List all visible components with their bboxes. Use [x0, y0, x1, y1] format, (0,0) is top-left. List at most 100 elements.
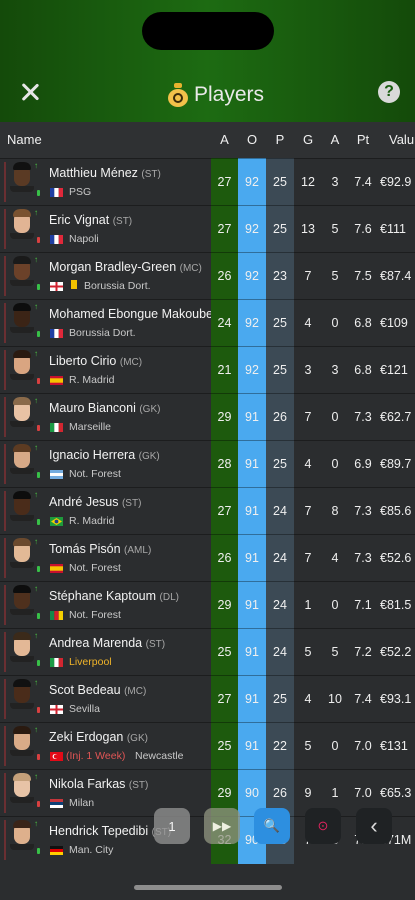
- trend-up-icon: ↑: [34, 678, 38, 687]
- scout-target-button[interactable]: ⊙: [305, 808, 341, 844]
- player-position: (MC): [124, 686, 147, 697]
- trend-up-icon: ↑: [34, 255, 38, 264]
- search-button[interactable]: 🔍: [254, 808, 290, 844]
- player-row[interactable]: ↑ André Jesus (ST) R. Madrid 27 91 24 7 8 7.3 €85…: [0, 487, 415, 534]
- player-potential: 22: [273, 739, 287, 753]
- player-position: (ST): [121, 498, 142, 509]
- player-row[interactable]: ↑ Tomás Pisón (AML) Not. Forest 26 91 24 7 4 7.3…: [0, 534, 415, 581]
- table-header: Name A O P G A Pt Valu: [0, 122, 415, 158]
- player-rating: 7.2: [354, 645, 372, 659]
- injury-status: (Inj. 1 Week): [66, 750, 126, 762]
- player-name-group: Liberto Cirio (MC): [49, 354, 211, 368]
- header-goals[interactable]: G: [302, 132, 314, 147]
- age-column-bg: [211, 158, 238, 864]
- player-row[interactable]: ↑ Eric Vignat (ST) Napoli 27 92 25 13 5 7.6 €111: [0, 205, 415, 252]
- player-name-group: Morgan Bradley-Green (MC): [49, 260, 211, 274]
- row-indicator: [4, 162, 6, 202]
- player-overall: 91: [245, 504, 259, 518]
- player-assists: 3: [331, 175, 339, 189]
- fitness-icon: [37, 566, 40, 572]
- fitness-icon: [37, 472, 40, 478]
- player-row[interactable]: ↑ Matthieu Ménez (ST) PSG 27 92 25 12 3 7.4 €92.9: [0, 158, 415, 205]
- player-club: Milan: [69, 797, 95, 809]
- player-avatar: [10, 256, 34, 286]
- player-position: (GK): [138, 451, 160, 462]
- player-club: Marseille: [69, 421, 112, 433]
- player-club: Not. Forest: [69, 468, 121, 480]
- player-club: Newcastle: [135, 750, 184, 762]
- fitness-icon: [37, 613, 40, 619]
- player-rating: 6.8: [354, 316, 372, 330]
- fast-forward-button[interactable]: ▶▶: [204, 808, 240, 844]
- player-row[interactable]: ↑ Stéphane Kaptoum (DL) Not. Forest 29 91 24 1…: [0, 581, 415, 628]
- player-position: (ST): [112, 216, 133, 227]
- player-value: €109: [380, 316, 408, 330]
- player-goals: 4: [304, 692, 312, 706]
- trend-up-icon: ↑: [34, 631, 38, 640]
- header-rating[interactable]: Pt: [356, 132, 370, 147]
- player-avatar: [10, 444, 34, 474]
- player-avatar: [10, 773, 34, 803]
- player-row[interactable]: ↑ Ignacio Herrera (GK) Not. Forest 28 91 25 4 0…: [0, 440, 415, 487]
- player-potential: 25: [273, 316, 287, 330]
- player-potential: 25: [273, 175, 287, 189]
- header-overall[interactable]: O: [246, 132, 258, 147]
- player-name: Mauro Bianconi: [49, 401, 136, 415]
- header-age[interactable]: A: [220, 132, 229, 147]
- player-name-group: Andrea Marenda (ST): [49, 636, 211, 650]
- row-indicator: [4, 773, 6, 813]
- close-icon[interactable]: [18, 80, 42, 104]
- player-name: Scot Bedeau: [49, 683, 121, 697]
- header-potential[interactable]: P: [275, 132, 285, 147]
- player-avatar: [10, 726, 34, 756]
- player-position: (MC): [119, 357, 143, 368]
- player-name: Zeki Erdogan: [49, 730, 124, 744]
- header-assists[interactable]: A: [330, 132, 340, 147]
- row-indicator: [4, 585, 6, 625]
- player-row[interactable]: ↑ Zeki Erdogan (GK) (Inj. 1 Week) Newcastle…: [0, 722, 415, 769]
- player-age: 28: [217, 457, 232, 471]
- player-rating: 7.3: [354, 504, 372, 518]
- fitness-icon: [37, 190, 40, 196]
- player-name-group: Stéphane Kaptoum (DL): [49, 589, 211, 603]
- argentina-flag-icon: [50, 470, 63, 479]
- player-overall: 91: [245, 551, 259, 565]
- player-club: PSG: [69, 186, 92, 198]
- player-club: R. Madrid: [69, 374, 115, 386]
- header-name[interactable]: Name: [7, 132, 42, 147]
- player-row[interactable]: ↑ Liberto Cirio (MC) R. Madrid 21 92 25 3 3 6.8 €…: [0, 346, 415, 393]
- fitness-icon: [37, 237, 40, 243]
- trend-up-icon: ↑: [34, 302, 38, 311]
- player-club: Not. Forest: [69, 609, 121, 621]
- help-button[interactable]: ?: [378, 81, 400, 103]
- player-assists: 1: [331, 786, 339, 800]
- player-row[interactable]: ↑ Morgan Bradley-Green (MC) Borussia Dort.…: [0, 252, 415, 299]
- italy-flag-icon: [50, 658, 63, 667]
- trend-up-icon: ↑: [34, 819, 38, 828]
- back-button[interactable]: ‹: [356, 808, 392, 844]
- player-potential: 25: [273, 363, 287, 377]
- player-avatar: [10, 679, 34, 709]
- player-value: €89.7: [380, 457, 412, 471]
- player-rating: 6.9: [354, 457, 372, 471]
- player-value: €111: [380, 222, 406, 236]
- header-value[interactable]: Valu: [389, 132, 415, 147]
- player-row[interactable]: ↑ Mohamed Ebongue Makoube Borussia Dort. 2…: [0, 299, 415, 346]
- player-row[interactable]: ↑ Andrea Marenda (ST) Liverpool 25 91 24 5 5 7.2…: [0, 628, 415, 675]
- player-row[interactable]: ↑ Scot Bedeau (MC) Sevilla 27 91 25 4 10 7.4 €93.…: [0, 675, 415, 722]
- row-indicator: [4, 397, 6, 437]
- player-row[interactable]: ↑ Mauro Bianconi (GK) Marseille 29 91 26 7 0 7.3…: [0, 393, 415, 440]
- fitness-icon: [37, 801, 40, 807]
- page-one-button[interactable]: 1: [154, 808, 190, 844]
- trend-up-icon: ↑: [34, 490, 38, 499]
- player-goals: 5: [304, 739, 312, 753]
- player-assists: 5: [331, 269, 339, 283]
- player-name-group: Zeki Erdogan (GK): [49, 730, 211, 744]
- cameroon-flag-icon: [50, 611, 63, 620]
- player-potential: 24: [273, 598, 287, 612]
- player-avatar: [10, 209, 34, 239]
- fitness-icon: [37, 425, 40, 431]
- player-rating: 7.3: [354, 551, 372, 565]
- trend-up-icon: ↑: [34, 725, 38, 734]
- player-row[interactable]: ↑ Nikola Farkas (ST) Milan 29 90 26 9 1 7.0 €65.3: [0, 769, 415, 816]
